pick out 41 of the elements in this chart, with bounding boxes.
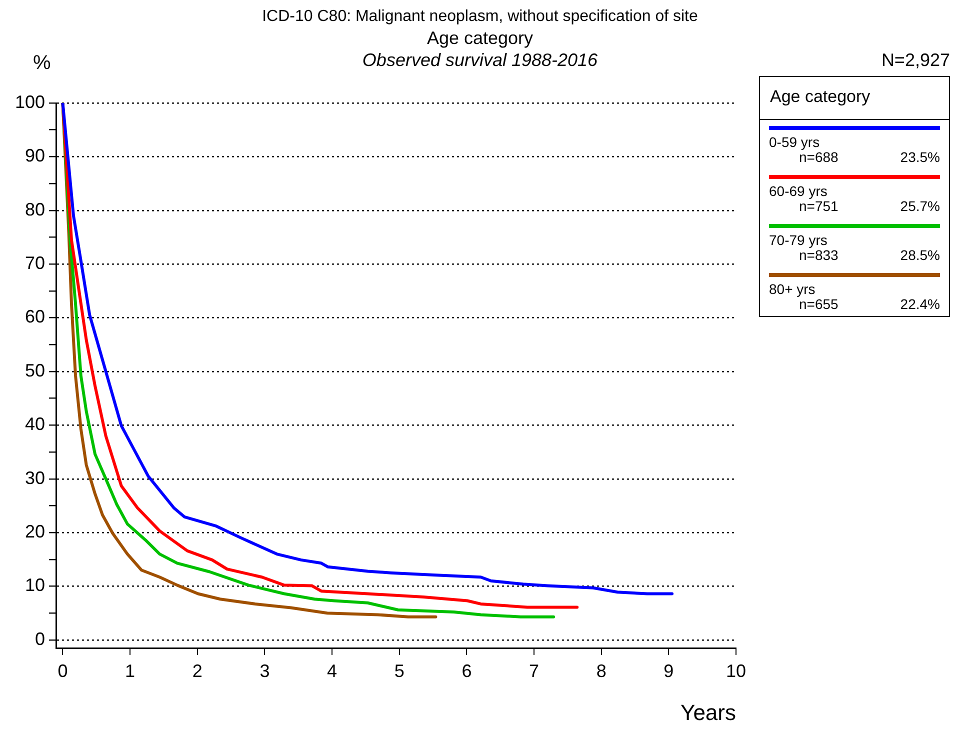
y-axis-title: %: [33, 52, 51, 75]
x-tick-label: 4: [327, 660, 338, 681]
y-tick-label: 50: [24, 360, 45, 380]
y-tick-label: 20: [24, 522, 45, 542]
text: n=688: [799, 149, 838, 165]
y-tick-label: 100: [14, 92, 45, 112]
y-tick-label: 70: [24, 253, 45, 274]
text: 28.5%: [900, 247, 940, 263]
x-tick-label: 5: [394, 660, 404, 681]
chart-subtitle: Age category: [426, 28, 534, 49]
x-tick-label: 2: [192, 660, 202, 681]
text: 23.5%: [900, 149, 940, 165]
text: n=751: [799, 198, 838, 214]
x-tick-label: 1: [125, 660, 136, 681]
x-tick-label: 6: [462, 660, 472, 681]
legend-title: Age category: [760, 77, 949, 120]
text: n=655: [799, 296, 838, 312]
text: 60-69 yrs: [769, 183, 828, 199]
y-tick-label: 60: [24, 306, 45, 327]
text: 25.7%: [900, 198, 940, 214]
x-tick-label: 8: [596, 660, 606, 681]
y-tick-label: 80: [24, 199, 45, 220]
text: N=2,927: [881, 50, 950, 71]
y-tick-label: 40: [24, 414, 45, 434]
text: 70-79 yrs: [769, 232, 828, 248]
x-tick-label: 9: [664, 660, 674, 681]
x-tick-label: 0: [58, 660, 68, 681]
y-tick-label: 30: [24, 468, 45, 488]
x-axis-title: Years: [680, 700, 736, 726]
x-tick-label: 3: [260, 660, 270, 681]
text: 22.4%: [900, 296, 940, 312]
x-tick-label: 7: [529, 660, 540, 681]
text: 0-59 yrs: [769, 134, 821, 150]
y-tick-label: 90: [24, 146, 45, 166]
text: 80+ yrs: [769, 281, 816, 297]
chart-title: ICD-10 C80: Malignant neoplasm, without specification of site: [262, 8, 698, 26]
y-tick-label: 10: [24, 575, 45, 596]
x-tick-label: 10: [726, 660, 746, 681]
text: n=833: [799, 247, 838, 263]
text: Observed survival 1988-2016: [362, 50, 598, 71]
y-tick-label: 0: [34, 628, 45, 649]
